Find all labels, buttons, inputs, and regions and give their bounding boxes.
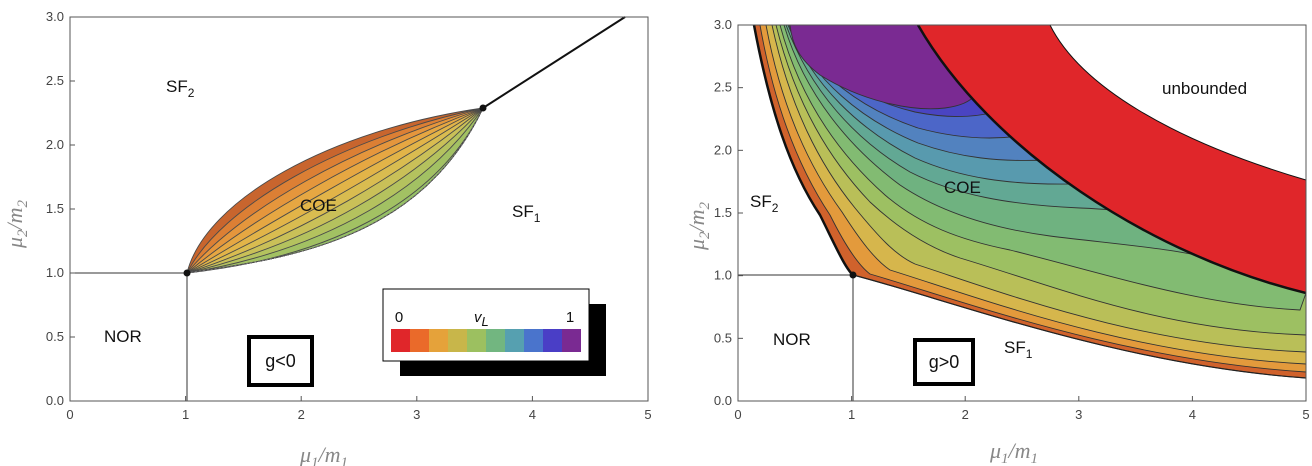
left-label-coe: COE (300, 196, 337, 215)
y-tick-label: 1.0 (714, 268, 732, 283)
x-tick-label: 4 (1189, 407, 1196, 422)
y-tick-label: 3.0 (46, 9, 64, 24)
y-tick-label: 2.0 (46, 137, 64, 152)
x-tick-label: 2 (962, 407, 969, 422)
y-tick-label: 0.0 (46, 393, 64, 408)
left-g-box (247, 335, 314, 387)
left-boundary-sf1-sf2 (482, 16, 626, 109)
colorbar-legend: 0 vL 1 (382, 288, 606, 376)
x-tick-label: 1 (848, 407, 855, 422)
left-coe-lower-boundary (186, 107, 484, 274)
right-label-sf1: SF1 (1004, 338, 1033, 361)
x-tick-label: 5 (1302, 407, 1309, 422)
left-axis-ticks: 0 1 2 3 4 5 0.0 0.5 1.0 1.5 2.0 2.5 3.0 (46, 9, 652, 422)
right-label-coe: COE (944, 178, 981, 197)
right-boundary-coe-sf1 (852, 274, 1306, 379)
y-tick-label: 1.5 (46, 201, 64, 216)
colorbar-cell (524, 329, 543, 352)
y-tick-label: 1.0 (46, 265, 64, 280)
colorbar-cell (448, 329, 467, 352)
left-g-label: g<0 (265, 351, 296, 371)
x-tick-label: 3 (413, 407, 420, 422)
left-x-axis-label: μ1/m1 (299, 442, 348, 466)
right-axis-ticks: 0 1 2 3 4 5 0.0 0.5 1.0 1.5 2.0 2.5 3.0 (714, 17, 1310, 422)
left-contour-band (186, 107, 484, 274)
x-tick-label: 4 (529, 407, 536, 422)
right-y-axis-label: μ2/m2 (684, 201, 713, 251)
colorbar-title: vL (474, 309, 489, 329)
x-tick-label: 0 (734, 407, 741, 422)
coe-unbounded-boundary (916, 25, 1306, 295)
left-coe-contours (185, 106, 485, 274)
right-x-axis-label: μ1/m1 (989, 438, 1038, 466)
right-panel: 0 1 2 3 4 5 0.0 0.5 1.0 1.5 2.0 2.5 3.0 unbounded CO… (684, 17, 1310, 466)
x-tick-label: 2 (298, 407, 305, 422)
colorbar-cell (505, 329, 524, 352)
right-label-nor: NOR (773, 330, 811, 349)
left-label-nor: NOR (104, 327, 142, 346)
left-panel: 0 1 2 3 4 50.00.51.01.52.02.53.0 SF2 SF1 COE … (2, 9, 652, 466)
colorbar-cell (562, 329, 581, 352)
y-tick-label: 0.0 (714, 393, 732, 408)
right-coe-contours (752, 25, 1306, 379)
x-tick-label: 1 (182, 407, 189, 422)
y-tick-label: 2.5 (714, 80, 732, 95)
colorbar-cell (410, 329, 429, 352)
right-label-sf2: SF2 (750, 192, 779, 215)
colorbar-cell (429, 329, 448, 352)
x-tick-label: 3 (1075, 407, 1082, 422)
x-tick-label: 5 (644, 407, 651, 422)
colorbar-cell (467, 329, 486, 352)
left-label-sf1: SF1 (512, 202, 541, 225)
right-g-box (913, 338, 975, 386)
right-label-unbounded: unbounded (1162, 79, 1247, 98)
right-g-label: g>0 (929, 352, 960, 372)
y-tick-label: 2.0 (714, 142, 732, 157)
right-critical-point (849, 271, 857, 279)
y-tick-label: 3.0 (714, 17, 732, 32)
x-tick-label: 0 (66, 407, 73, 422)
left-critical-point-1 (183, 269, 191, 277)
colorbar-cell (486, 329, 505, 352)
left-y-axis-label: μ2/m2 (2, 199, 31, 249)
left-critical-point-2 (479, 104, 487, 112)
right-boundary-coe-sf2 (752, 25, 854, 276)
y-tick-label: 0.5 (714, 330, 732, 345)
colorbar-cell (391, 329, 410, 352)
colorbar-cells (391, 329, 581, 352)
y-tick-label: 1.5 (714, 205, 732, 220)
left-label-sf2: SF2 (166, 77, 195, 100)
colorbar-min-label: 0 (395, 309, 403, 326)
colorbar-cell (543, 329, 562, 352)
colorbar-max-label: 1 (566, 309, 574, 326)
y-tick-label: 2.5 (46, 73, 64, 88)
y-tick-label: 0.5 (46, 329, 64, 344)
